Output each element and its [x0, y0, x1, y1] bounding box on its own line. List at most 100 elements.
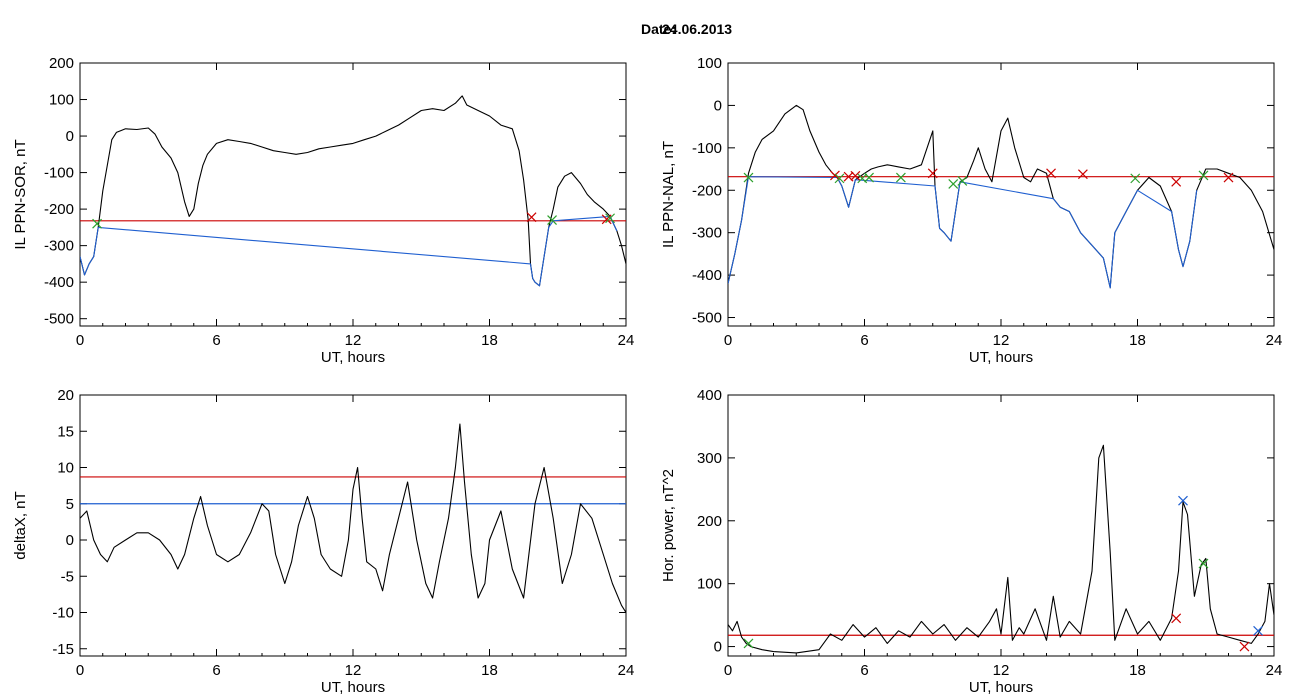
y-tick-label: 0 [66, 128, 74, 145]
y-tick-label: 100 [697, 576, 722, 593]
plot-frame [79, 394, 627, 657]
x-tick-label: 12 [993, 332, 1010, 349]
cross-marker [1198, 558, 1209, 569]
y-tick-label: -100 [44, 165, 74, 182]
y-tick-label: 200 [49, 55, 74, 72]
y-tick-label: 300 [697, 450, 722, 467]
plot-frame [79, 62, 627, 327]
y-tick-label: -10 [52, 605, 74, 622]
cross-marker [1171, 176, 1182, 187]
cross-marker [743, 172, 754, 183]
y-axis-label: deltaX, nT [12, 491, 29, 559]
y-axis-label: Hor. power, nT^2 [660, 469, 677, 582]
x-tick-label: 24 [618, 662, 635, 679]
y-tick-label: -200 [692, 182, 722, 199]
y-tick-label: 0 [714, 639, 722, 656]
y-tick-label: -200 [44, 201, 74, 218]
cross-marker [1046, 168, 1056, 179]
series-line-highlight [80, 215, 618, 287]
x-tick-label: 24 [1266, 662, 1283, 679]
cross-marker [850, 170, 861, 181]
y-tick-label: -300 [692, 225, 722, 242]
x-tick-label: 18 [481, 332, 498, 349]
y-axis-label: IL PPN-SOR, nT [12, 139, 29, 249]
series-line [80, 423, 626, 613]
cross-marker [1178, 495, 1188, 506]
x-tick-label: 24 [1266, 332, 1283, 349]
panel-sor: 0 6 12 18 24 200 100 0 -100 -200 -300 -400 -500 UT, h… [12, 55, 634, 366]
cross-marker [834, 173, 845, 184]
y-tick-label: 10 [57, 460, 74, 477]
y-tick-label: 5 [66, 496, 74, 513]
y-tick-label: 20 [57, 387, 74, 404]
cross-marker [526, 212, 537, 223]
cross-marker [1171, 613, 1182, 624]
cross-marker [1239, 641, 1250, 652]
cross-marker [927, 168, 938, 179]
y-tick-label: -400 [44, 274, 74, 291]
plot-area [80, 95, 626, 287]
series-line [728, 104, 1274, 289]
cross-marker [864, 172, 874, 183]
plot-frame [727, 394, 1275, 657]
x-axis-label: UT, hours [321, 679, 385, 696]
x-axis-label: UT, hours [969, 679, 1033, 696]
x-tick-label: 0 [724, 332, 732, 349]
y-tick-label: -300 [44, 238, 74, 255]
cross-marker [830, 170, 840, 181]
cross-marker [605, 213, 615, 224]
cross-marker [948, 178, 959, 189]
x-tick-label: 24 [618, 332, 635, 349]
x-tick-label: 6 [860, 662, 868, 679]
y-tick-label: 100 [697, 55, 722, 72]
x-tick-label: 0 [76, 332, 84, 349]
cross-marker [957, 176, 968, 186]
cross-marker [1253, 625, 1263, 636]
series-line [80, 95, 626, 287]
x-axis-label: UT, hours [969, 349, 1033, 366]
cross-marker [1223, 172, 1234, 183]
y-tick-label: -500 [692, 310, 722, 327]
cross-marker [1198, 170, 1209, 181]
cross-marker [895, 172, 906, 183]
x-tick-label: 12 [345, 332, 362, 349]
cross-marker [92, 218, 102, 229]
x-tick-label: 12 [345, 662, 362, 679]
series-line-highlight [728, 176, 1198, 289]
x-tick-label: 0 [724, 662, 732, 679]
panel-power: 0 6 12 18 24 400 300 200 100 0 UT, hours Hor. power… [660, 387, 1282, 696]
plot-frame [727, 62, 1275, 327]
cross-marker [547, 215, 557, 225]
y-tick-label: -15 [52, 641, 74, 658]
series-line [728, 444, 1274, 654]
date-label: Date: [641, 21, 676, 37]
panel-deltax: 0 6 12 18 24 20 15 10 5 0 -5 -10 -15 UT, hours deltaX,… [12, 387, 634, 696]
y-tick-label: -400 [692, 267, 722, 284]
y-tick-label: 400 [697, 387, 722, 404]
panel-nal: 0 6 12 18 24 100 0 -100 -200 -300 -400 -500 UT, hour… [660, 55, 1282, 366]
x-tick-label: 6 [860, 332, 868, 349]
x-tick-label: 6 [212, 662, 220, 679]
cross-marker [1077, 169, 1088, 180]
x-tick-label: 18 [1129, 332, 1146, 349]
x-tick-label: 6 [212, 332, 220, 349]
x-axis-label: UT, hours [321, 349, 385, 366]
y-tick-label: 0 [714, 97, 722, 114]
y-tick-label: -100 [692, 140, 722, 157]
y-tick-label: 0 [66, 532, 74, 549]
date-value: 24.06.2013 [662, 21, 732, 37]
x-tick-label: 0 [76, 662, 84, 679]
plot-area [80, 423, 626, 613]
y-tick-label: -5 [61, 568, 74, 585]
x-tick-label: 18 [481, 662, 498, 679]
cross-marker [743, 638, 754, 649]
cross-marker [1130, 173, 1141, 184]
y-tick-label: 100 [49, 92, 74, 109]
y-axis-label: IL PPN-NAL, nT [660, 141, 677, 248]
x-tick-label: 12 [993, 662, 1010, 679]
y-tick-label: 200 [697, 513, 722, 530]
plot-area [728, 104, 1274, 289]
plot-area [728, 444, 1274, 654]
cross-marker [601, 214, 612, 225]
